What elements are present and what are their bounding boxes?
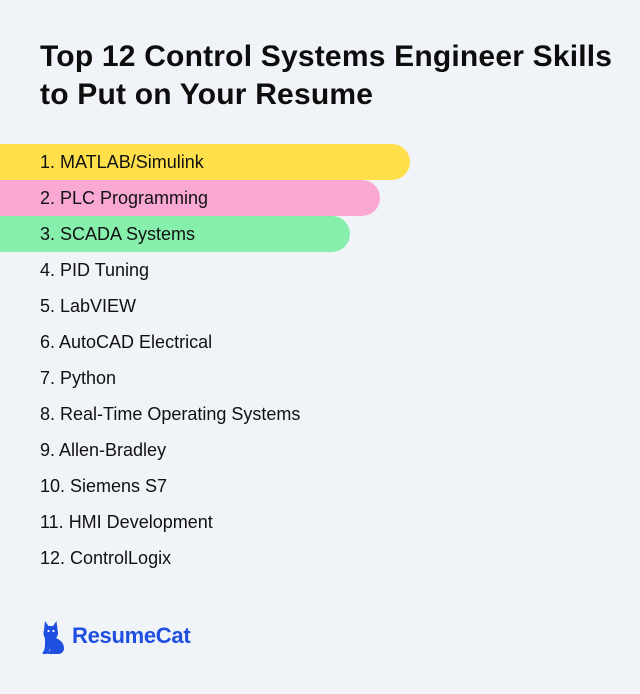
skill-item: 2. PLC Programming: [0, 180, 380, 216]
cat-icon: [42, 621, 64, 654]
skill-item: 7. Python: [40, 368, 117, 388]
skills-list: 1. MATLAB/Simulink 2. PLC Programming 3.…: [0, 144, 640, 576]
skill-item: 1. MATLAB/Simulink: [0, 144, 410, 180]
skill-item: 12. ControlLogix: [40, 548, 172, 568]
skill-item: 10. Siemens S7: [40, 476, 168, 496]
skill-item: 8. Real-Time Operating Systems: [40, 404, 301, 424]
skill-item: 3. SCADA Systems: [0, 216, 350, 252]
skill-item: 5. LabVIEW: [40, 296, 137, 316]
skill-item: 4. PID Tuning: [40, 260, 150, 280]
brand-name: ResumeCat: [72, 623, 191, 648]
page-title: Top 12 Control Systems Engineer Skills t…: [40, 40, 613, 111]
skill-item: 6. AutoCAD Electrical: [40, 332, 213, 352]
skill-item: 9. Allen-Bradley: [40, 440, 167, 460]
brand-logo: ResumeCat: [40, 616, 191, 656]
skill-item: 11. HMI Development: [40, 512, 213, 532]
